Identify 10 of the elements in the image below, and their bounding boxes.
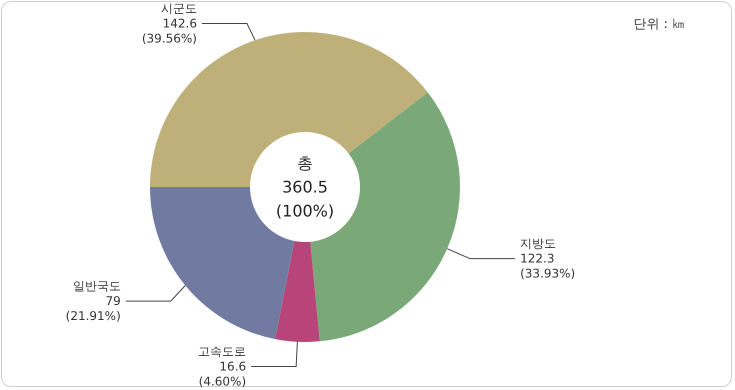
- slice-label: 고속도로: [198, 344, 246, 358]
- slice-label: 지방도: [520, 236, 556, 251]
- data-label: 16.6 (4.60%): [198, 360, 246, 388]
- slice-label: 일반국도: [72, 279, 121, 294]
- slice-label: 시군도: [160, 2, 197, 16]
- text: 총 360.5 (100%): [276, 154, 334, 220]
- data-label: 122.3 (33.93%): [520, 252, 576, 281]
- data-label: 79 (21.91%): [66, 294, 121, 324]
- text: 단위 : ㎞: [633, 17, 686, 32]
- data-label: 142.6 (39.56%): [142, 16, 197, 46]
